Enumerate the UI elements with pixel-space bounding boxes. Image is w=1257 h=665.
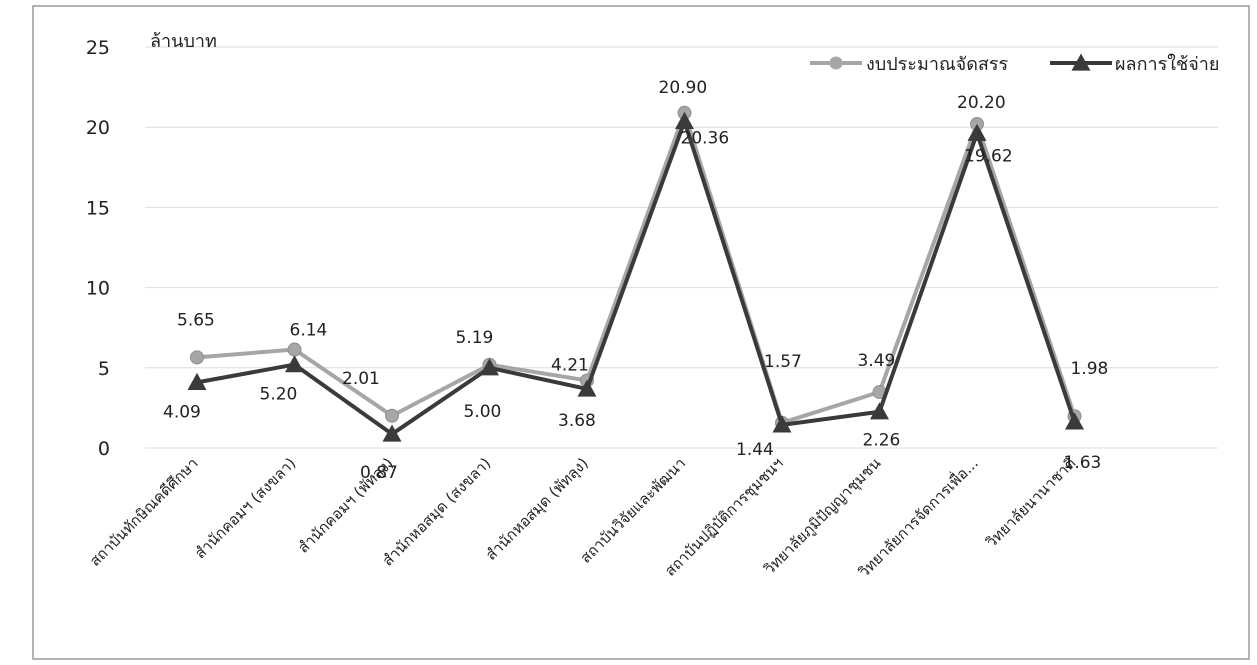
data-point (1065, 412, 1084, 430)
legend-marker (829, 56, 843, 70)
data-label: 2.26 (863, 431, 901, 451)
y-tick-label: 5 (98, 358, 110, 380)
data-label: 19.62 (964, 146, 1013, 166)
y-tick-label: 15 (86, 197, 110, 219)
series-2 (187, 111, 1084, 442)
chart-frame (32, 5, 1250, 660)
data-point (577, 379, 597, 397)
data-label: 1.57 (764, 352, 802, 372)
data-label: 0.87 (360, 463, 398, 483)
data-label: 20.36 (681, 128, 730, 148)
data-point (385, 408, 399, 423)
data-point (382, 424, 402, 442)
data-labels: 5.65 6.14 2.01 5.19 4.21 20.90 1.57 3.49 20.20 1.… (163, 78, 1108, 483)
data-label: 5.19 (456, 328, 494, 348)
data-point (190, 350, 204, 365)
data-label: 1.63 (1064, 453, 1102, 473)
data-point (187, 372, 207, 390)
series-group (187, 105, 1084, 442)
data-point (870, 402, 889, 420)
data-point (675, 111, 694, 130)
legend-label: งบประมาณจัดสรร (866, 54, 1009, 75)
data-label: 4.09 (163, 402, 201, 422)
y-tick-label: 10 (86, 278, 110, 300)
data-label: 5.00 (464, 402, 502, 422)
series-line (196, 119, 1077, 437)
data-point (772, 415, 792, 433)
legend-item-1: งบประมาณจัดสรร (810, 54, 1009, 75)
y-tick-label: 20 (86, 117, 110, 139)
data-label: 2.01 (342, 369, 380, 389)
data-label: 5.20 (260, 385, 298, 405)
data-point (967, 123, 987, 141)
data-label: 1.98 (1071, 359, 1109, 379)
y-axis-label: ล้านบาท (150, 31, 217, 52)
data-label: 5.65 (177, 310, 215, 330)
data-label: 6.14 (290, 321, 328, 341)
data-label: 20.90 (659, 78, 708, 98)
legend-marker (1071, 53, 1091, 71)
data-point (480, 358, 499, 376)
data-label: 20.20 (957, 93, 1006, 113)
y-tick-label: 25 (86, 37, 110, 59)
y-axis-ticks: 0 5 10 15 20 25 (86, 37, 110, 460)
series-line (196, 110, 1077, 425)
legend-item-2: ผลการใช้จ่าย (1050, 53, 1219, 75)
legend: งบประมาณจัดสรร ผลการใช้จ่าย (810, 53, 1219, 75)
data-label: 3.68 (558, 411, 596, 431)
data-label: 3.49 (858, 351, 896, 371)
data-label: 1.44 (736, 440, 774, 460)
data-point (287, 342, 302, 357)
y-tick-label: 0 (98, 438, 110, 460)
legend-label: ผลการใช้จ่าย (1115, 53, 1219, 75)
data-label: 4.21 (551, 355, 589, 375)
data-point (285, 355, 304, 373)
